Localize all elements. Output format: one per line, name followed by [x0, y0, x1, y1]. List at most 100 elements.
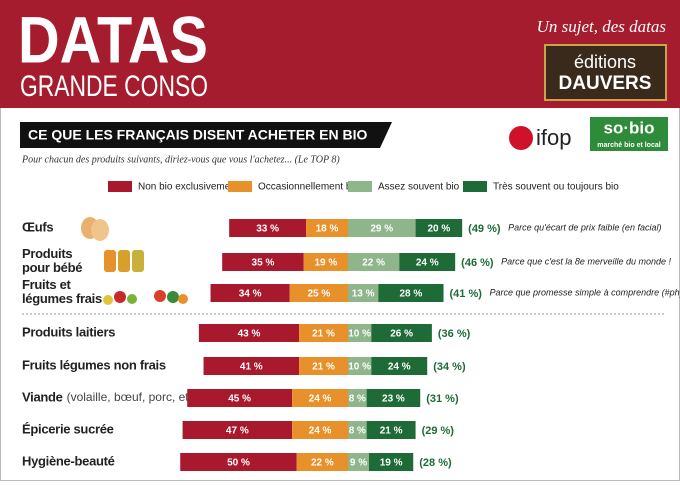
- note: Parce qu'écart de prix faible (en facial…: [508, 222, 661, 232]
- bio-share: (29 %): [422, 425, 455, 437]
- legend-swatch: [348, 181, 372, 192]
- bar-segment: [348, 357, 372, 375]
- legend-swatch: [463, 181, 487, 192]
- jar: [132, 250, 144, 272]
- bar-segment: [348, 324, 372, 342]
- category-detail: (volaille, bœuf, porc, etc.): [67, 390, 202, 404]
- bar-segment: [182, 421, 293, 439]
- value-label: 19 %: [380, 458, 403, 469]
- value-label: 43 %: [238, 329, 261, 340]
- value-label: 10 %: [348, 329, 371, 340]
- bio-share: (46 %): [461, 257, 494, 269]
- publisher: éditions: [574, 52, 636, 72]
- category-label: Œufs: [22, 219, 53, 234]
- tagline: Un sujet, des datas: [537, 17, 667, 36]
- value-label: 21 %: [312, 362, 335, 373]
- legend-label: Très souvent ou toujours bio: [493, 182, 619, 193]
- publisher-box: [544, 44, 667, 101]
- sobio-sub: marché bio et local: [597, 142, 660, 149]
- value-label: 21 %: [380, 426, 403, 437]
- bar-segment: [292, 421, 348, 439]
- chart-title: CE QUE LES FRANÇAIS DISENT ACHETER EN BI…: [28, 127, 368, 143]
- value-label: 24 %: [309, 394, 332, 405]
- category-label: Fruits légumes non frais: [22, 357, 166, 372]
- bar-segment: [371, 324, 432, 342]
- value-label: 13 %: [352, 289, 375, 300]
- legend-swatch: [228, 181, 252, 192]
- legend-swatch: [108, 181, 132, 192]
- vegetable: [167, 291, 179, 303]
- bar-segment: [378, 284, 444, 302]
- value-label: 22 %: [311, 458, 334, 469]
- value-label: 29 %: [370, 224, 393, 235]
- bio-share: (28 %): [419, 457, 452, 469]
- category-label: Produits laitiers: [22, 324, 115, 339]
- bar-segment: [348, 421, 367, 439]
- egg: [91, 219, 109, 241]
- jar: [118, 250, 130, 272]
- bar-segment: [180, 453, 297, 471]
- bar-segment: [306, 219, 348, 237]
- vegetable: [154, 290, 166, 302]
- value-label: 25 %: [307, 289, 330, 300]
- value-label: 26 %: [390, 329, 413, 340]
- chart-subtitle: Pour chacun des produits suivants, dirie…: [21, 154, 340, 165]
- bar-segment: [203, 357, 300, 375]
- bar-segment: [415, 219, 463, 237]
- bar-segment: [368, 453, 414, 471]
- value-label: 8 %: [349, 426, 366, 437]
- note: Parce que c'est la 8e merveille du monde…: [501, 256, 671, 266]
- fruit: [127, 294, 137, 304]
- value-label: 34 %: [239, 289, 262, 300]
- category-line: légumes frais: [22, 291, 102, 306]
- bar-segment: [399, 253, 456, 271]
- value-label: 50 %: [227, 458, 250, 469]
- bar-segment: [229, 219, 307, 237]
- bar-segment: [210, 284, 290, 302]
- bar-segment: [299, 324, 348, 342]
- publisher: DAUVERS: [559, 73, 652, 94]
- value-label: 47 %: [226, 426, 249, 437]
- value-label: 20 %: [427, 224, 450, 235]
- bar-segment: [366, 421, 416, 439]
- illustrations: [81, 217, 188, 305]
- note: Parce que promesse simple à comprendre (…: [490, 287, 680, 297]
- value-label: 35 %: [252, 258, 275, 269]
- category-label: Épicerie sucrée: [22, 421, 114, 436]
- bio-share: (49 %): [468, 223, 501, 235]
- brand-sub: GRANDE CONSO: [20, 70, 208, 103]
- legend-label: Non bio exclusivement: [138, 182, 239, 193]
- jar: [104, 250, 116, 272]
- bar-segment: [348, 219, 416, 237]
- bar-segment: [187, 389, 293, 407]
- category-label: Fruits et légumes frais: [22, 277, 102, 306]
- bar-segment: [292, 389, 348, 407]
- value-label: 24 %: [388, 362, 411, 373]
- vegetable: [178, 294, 188, 304]
- category-line: Produits: [22, 246, 72, 261]
- category-line: Fruits et: [22, 277, 72, 292]
- value-label: 41 %: [240, 362, 263, 373]
- value-label: 8 %: [349, 394, 366, 405]
- value-label: 45 %: [228, 394, 251, 405]
- category-label: Produits pour bébé: [22, 246, 82, 275]
- sobio-text: so·bio: [604, 118, 655, 137]
- bio-share: (36 %): [438, 328, 471, 340]
- fruit: [114, 291, 126, 303]
- bio-share: (41 %): [450, 288, 483, 300]
- bar-segment: [303, 253, 348, 271]
- value-label: 23 %: [382, 394, 405, 405]
- bar-segment: [299, 357, 348, 375]
- bar-segment: [348, 253, 400, 271]
- value-label: 22 %: [362, 258, 385, 269]
- value-label: 28 %: [400, 289, 423, 300]
- bio-share: (31 %): [426, 393, 459, 405]
- value-label: 21 %: [312, 329, 335, 340]
- value-label: 10 %: [348, 362, 371, 373]
- category-label: Hygiène-beauté: [22, 453, 115, 468]
- sobio-logo: [590, 117, 668, 151]
- legend-label: Occasionnellement bio: [258, 182, 360, 193]
- bar-segment: [222, 253, 304, 271]
- ifop-text: ifop: [536, 125, 571, 150]
- bio-share: (34 %): [433, 361, 466, 373]
